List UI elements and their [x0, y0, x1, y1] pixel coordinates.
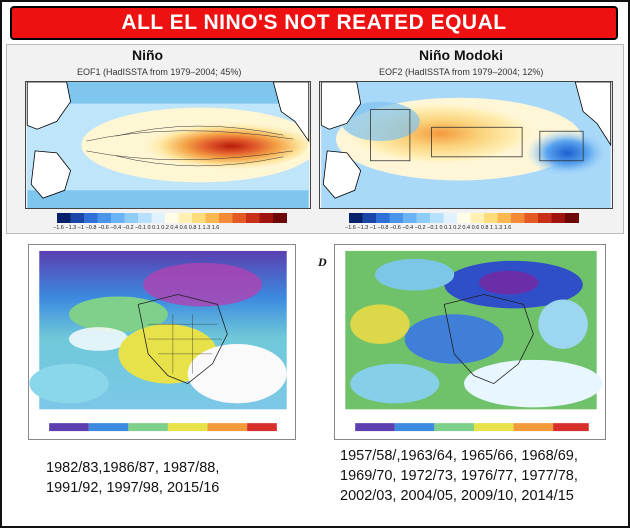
- modoki-years-line2: 1969/70, 1972/73, 1976/77, 1977/78,: [340, 468, 578, 484]
- nino-eof1-map: [25, 81, 311, 209]
- banner-title: ALL EL NINO'S NOT REATED EQUAL: [10, 6, 618, 40]
- modoki-colorbar-ticks: −1.6 −1.3 −1 −0.8 −0.6 −0.4 −0.2 −0.1 0 …: [345, 225, 512, 231]
- modoki-years-line3: 2002/03, 2004/05, 2009/10, 2014/15: [340, 488, 574, 504]
- modoki-label: Niño Modoki: [419, 47, 503, 63]
- nino-colorbar: [57, 213, 287, 223]
- nino-composite-map: [28, 244, 296, 440]
- modoki-map-title: EOF2 (HadISSTA from 1979–2004; 12%): [379, 67, 544, 77]
- nino-map-title: EOF1 (HadISSTA from 1979–2004; 45%): [77, 67, 242, 77]
- nino-label: Niño: [132, 47, 164, 63]
- modoki-years-line1: 1957/58/,1963/64, 1965/66, 1968/69,: [340, 448, 578, 464]
- modoki-colorbar: [349, 213, 579, 223]
- nino-years-line2: 1991/92, 1997/98, 2015/16: [46, 480, 220, 496]
- eof-panel: Niño EOF1 (HadISSTA from 1979–2004; 45%): [6, 44, 624, 234]
- modoki-eof2-map: [319, 81, 613, 209]
- nino-years-line1: 1982/83,1986/87, 1987/88,: [46, 460, 220, 476]
- nino-colorbar-ticks: −1.6 −1.3 −1 −0.8 −0.6 −0.4 −0.2 −0.1 0 …: [53, 225, 220, 231]
- panel-letter-d: D: [318, 255, 327, 269]
- modoki-composite-map: [334, 244, 606, 440]
- nino-years: 1982/83,1986/87, 1987/88, 1991/92, 1997/…: [46, 458, 219, 498]
- modoki-years: 1957/58/,1963/64, 1965/66, 1968/69, 1969…: [340, 446, 578, 506]
